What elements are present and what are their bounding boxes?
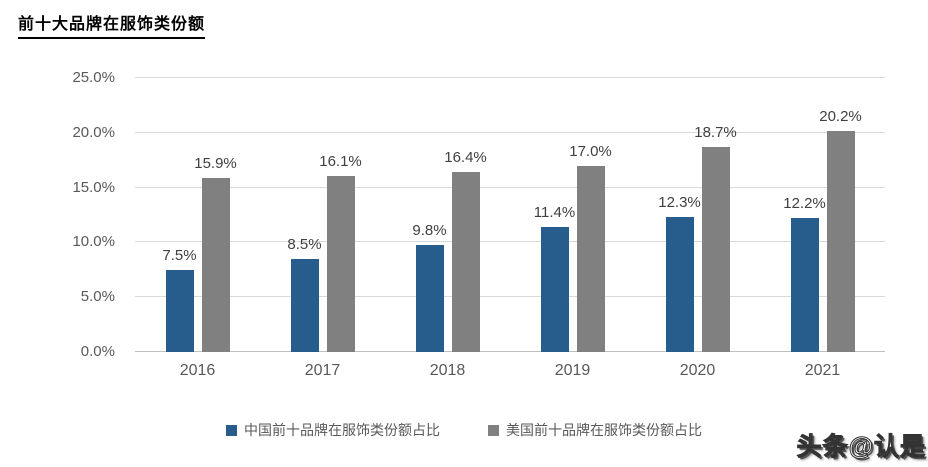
bar-usa-2019: 17.0% bbox=[569, 143, 612, 352]
bar-group-2020: 12.3% 18.7% bbox=[635, 78, 760, 352]
y-axis: 0.0% 5.0% 10.0% 15.0% 20.0% 25.0% bbox=[40, 69, 115, 360]
x-tick-label-2019: 2019 bbox=[554, 362, 591, 379]
data-label-china-2016: 7.5% bbox=[162, 246, 197, 264]
gridline bbox=[135, 296, 885, 298]
bar-usa-2021: 20.2% bbox=[819, 108, 862, 352]
legend-item-usa: 美国前十品牌在服饰类份额占比 bbox=[488, 420, 702, 440]
x-tick-label-2018: 2018 bbox=[429, 362, 466, 379]
bar-china-2021: 12.2% bbox=[783, 195, 826, 352]
legend-swatch-icon bbox=[226, 424, 237, 436]
data-label-usa-2016: 15.9% bbox=[194, 154, 237, 172]
bar-usa-2020: 18.7% bbox=[694, 124, 737, 352]
bar-china-2017: 8.5% bbox=[287, 236, 322, 352]
x-tick-label-2017: 2017 bbox=[304, 362, 341, 379]
bar-china-2018: 9.8% bbox=[412, 222, 447, 352]
bar-usa-2016: 15.9% bbox=[194, 155, 237, 352]
bar-group-2018: 9.8% 16.4% bbox=[385, 78, 510, 352]
bar-group-2017: 8.5% 16.1% bbox=[260, 78, 385, 352]
x-tick-label-2016: 2016 bbox=[179, 362, 216, 379]
data-label-china-2017: 8.5% bbox=[287, 235, 322, 253]
gridline bbox=[135, 77, 885, 78]
legend-swatch-icon bbox=[488, 424, 499, 436]
y-tick-label: 10.0% bbox=[72, 233, 115, 251]
legend-label-usa: 美国前十品牌在服饰类份额占比 bbox=[506, 422, 702, 438]
legend-item-china: 中国前十品牌在服饰类份额占比 bbox=[226, 420, 440, 440]
plot-area: 7.5% 15.9% 8.5% 16.1% 9.8% 16.4% 11.4% 17.0% 12.… bbox=[135, 77, 885, 352]
bar-china-2019: 11.4% bbox=[534, 204, 575, 352]
data-label-china-2018: 9.8% bbox=[412, 221, 447, 239]
data-label-china-2020: 12.3% bbox=[658, 194, 701, 212]
data-label-china-2021: 12.2% bbox=[783, 195, 826, 213]
gridline bbox=[135, 241, 885, 243]
y-tick-label: 25.0% bbox=[72, 69, 115, 86]
data-label-usa-2021: 20.2% bbox=[819, 107, 862, 125]
y-tick-label: 0.0% bbox=[80, 343, 115, 360]
y-tick-label: 20.0% bbox=[72, 123, 115, 141]
x-axis-line bbox=[135, 351, 885, 352]
bar-usa-2017: 16.1% bbox=[319, 153, 362, 352]
bar-usa-2018: 16.4% bbox=[444, 149, 487, 352]
y-tick-label: 15.0% bbox=[72, 178, 115, 196]
bar-group-2016: 7.5% 15.9% bbox=[135, 78, 260, 352]
y-tick-label: 5.0% bbox=[80, 288, 115, 306]
legend: 中国前十品牌在服饰类份额占比 美国前十品牌在服饰类份额占比 bbox=[0, 420, 928, 440]
data-label-usa-2017: 16.1% bbox=[319, 152, 362, 170]
data-label-usa-2018: 16.4% bbox=[444, 149, 487, 167]
x-axis: 2016 2017 2018 2019 2020 2021 bbox=[135, 362, 885, 384]
bar-china-2016: 7.5% bbox=[162, 247, 197, 352]
page-title: 前十大品牌在服饰类份额 bbox=[18, 10, 206, 39]
gridline bbox=[135, 131, 885, 133]
x-tick-label-2020: 2020 bbox=[679, 362, 716, 379]
legend-label-china: 中国前十品牌在服饰类份额占比 bbox=[244, 422, 440, 438]
gridline bbox=[135, 186, 885, 188]
data-label-usa-2020: 18.7% bbox=[694, 124, 737, 142]
bar-group-2021: 12.2% 20.2% bbox=[760, 78, 885, 352]
data-label-usa-2019: 17.0% bbox=[569, 142, 612, 160]
x-tick-label-2021: 2021 bbox=[804, 362, 841, 379]
bar-group-2019: 11.4% 17.0% bbox=[510, 78, 635, 352]
bar-china-2020: 12.3% bbox=[658, 194, 701, 352]
watermark: 头条@认是 bbox=[796, 433, 926, 462]
data-label-china-2019: 11.4% bbox=[533, 204, 576, 222]
